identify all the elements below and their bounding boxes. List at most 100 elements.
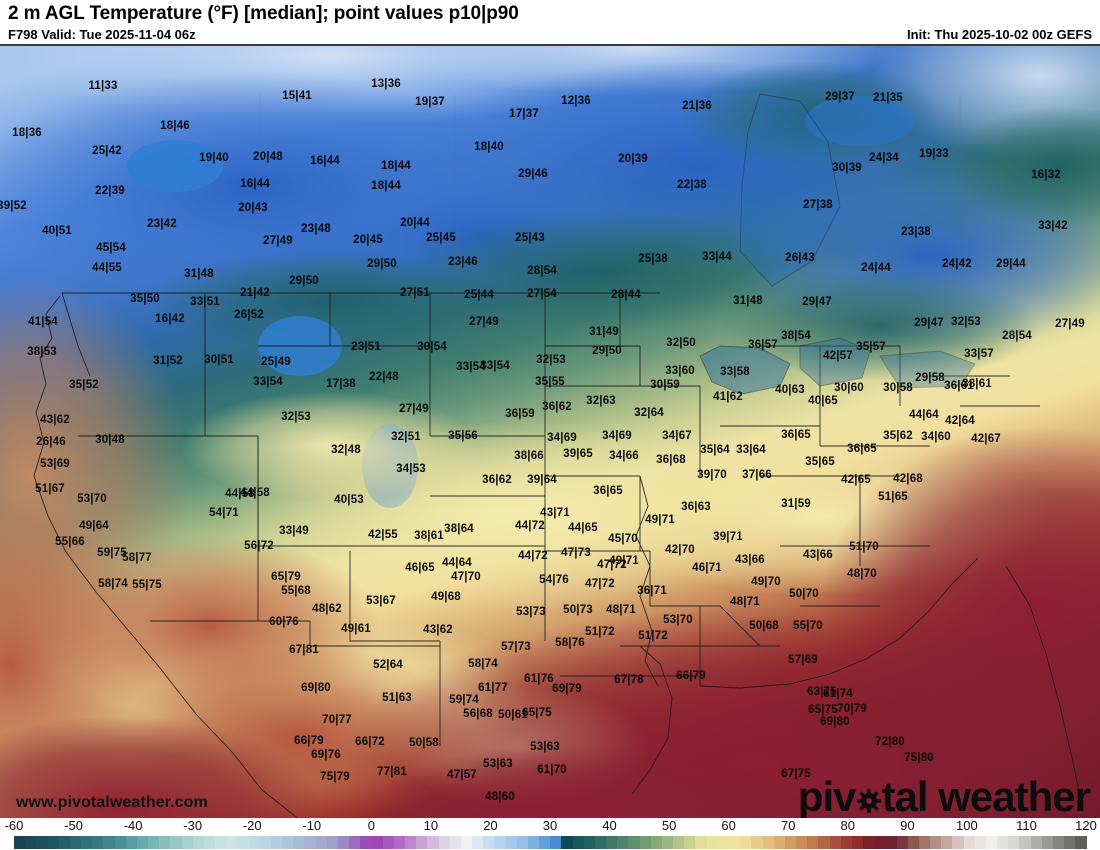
point-value-label: 50|58 [409,737,439,749]
map-canvas[interactable]: 11|33 15|41 13|36 19|37 17|37 12|36 21|36 29|37… [0,44,1100,820]
point-value-label: 33|42 [1038,220,1068,232]
point-value-label: 25|49 [261,356,291,368]
point-value-label: 28|54 [527,265,557,277]
point-value-label: 29|50 [367,258,397,270]
point-value-label: 12|36 [561,95,591,107]
colorbar-segment [684,836,696,849]
point-value-label: 69|79 [552,683,582,695]
point-value-label: 47|70 [451,571,481,583]
point-value-label: 75|80 [904,752,934,764]
colorbar-segment [650,836,662,849]
point-value-label: 44|72 [518,550,548,562]
colorbar-segment [539,836,551,849]
point-value-label: 32|63 [586,395,616,407]
point-value-label: 58|74 [98,578,128,590]
point-value-label: 32|50 [666,337,696,349]
point-value-label: 18|36 [12,127,42,139]
point-value-label: 32|53 [536,354,566,366]
point-value-label: 35|64 [700,444,730,456]
point-value-label: 32|53 [281,411,311,423]
point-value-label: 51|63 [382,692,412,704]
point-value-label: 23|38 [901,226,931,238]
point-value-label: 42|68 [893,473,923,485]
point-value-label: 32|53 [951,316,981,328]
colorbar-segment [69,836,82,849]
point-value-label: 29|58 [915,372,945,384]
header-bar: 2 m AGL Temperature (°F) [median]; point… [0,0,1100,48]
colorbar[interactable]: -60 -50 -40 -30 -20 -10 0 10 20 30 40 50 60 70 80 90 100… [0,818,1100,850]
point-value-label: 48|70 [847,568,877,580]
colorbar-segment [952,836,964,849]
colorbar-segment [25,836,37,849]
point-value-label: 40|53 [334,494,364,506]
colorbar-segment [248,836,260,849]
point-value-label: 53|63 [530,741,560,753]
colorbar-segment [527,836,540,849]
colorbar-segment [941,836,953,849]
point-value-label: 46|71 [692,562,722,574]
colorbar-segment [918,836,931,849]
colorbar-segment [717,836,729,849]
colorbar-segment [617,836,629,849]
point-value-label: 19|40 [199,152,229,164]
point-value-label: 30|59 [650,379,680,391]
colorbar-segment [840,836,852,849]
point-value-label: 36|57 [748,339,778,351]
point-value-label: 50|73 [563,604,593,616]
point-value-label: 30|60 [834,382,864,394]
point-value-label: 77|81 [377,766,407,778]
point-value-label: 65|75 [808,704,838,716]
point-value-label: 63|75 [807,686,837,698]
point-value-label: 43|66 [803,549,833,561]
point-value-label: 30|48 [95,434,125,446]
point-value-label: 24|44 [861,262,891,274]
point-value-label: 23|51 [351,341,381,353]
point-value-label: 51|70 [849,541,879,553]
point-value-label: 56|68 [463,708,493,720]
colorbar-segment [885,836,897,849]
point-value-label: 34|66 [609,450,639,462]
point-value-label: 57|73 [501,641,531,653]
point-value-label: 13|36 [371,78,401,90]
point-value-label: 39|52 [0,200,27,212]
point-value-label: 25|45 [426,232,456,244]
point-value-label: 65|75 [522,707,552,719]
colorbar-segment [829,836,841,849]
colorbar-segment [1052,836,1065,849]
point-value-label: 44|64 [909,409,939,421]
colorbar-segment [740,836,752,849]
point-value-label: 61|70 [537,764,567,776]
colorbar-segment [114,836,126,849]
point-value-label: 54|71 [209,507,239,519]
point-value-label: 58|76 [555,637,585,649]
colorbar-segment [304,836,316,849]
colorbar-tick: -20 [242,818,262,833]
colorbar-segment [628,836,640,849]
point-value-label: 33|51 [190,296,220,308]
point-value-label: 67|75 [781,768,811,780]
point-value-label: 35|52 [69,379,99,391]
colorbar-segment [1075,836,1087,849]
point-value-label: 19|37 [415,96,445,108]
colorbar-segment [863,836,875,849]
colorbar-segment [360,836,372,849]
colorbar-tick: 80 [840,818,855,833]
colorbar-segment [181,836,193,849]
point-value-label: 33|54 [480,360,510,372]
point-value-label: 49|64 [79,520,109,532]
point-value-label: 45|70 [608,533,638,545]
point-value-label: 53|73 [516,606,546,618]
colorbar-segment [427,836,439,849]
point-value-label: 35|65 [805,456,835,468]
point-value-label: 40|51 [42,225,72,237]
colorbar-segment [81,836,93,849]
colorbar-gradient [14,836,1087,849]
colorbar-tick: -60 [4,818,24,833]
colorbar-segment [494,836,506,849]
point-value-label: 59|75 [97,547,127,559]
colorbar-tick: -40 [123,818,143,833]
colorbar-segment [963,836,975,849]
point-value-label: 58|77 [122,552,152,564]
point-value-label: 44|58 [225,488,255,500]
point-value-label: 16|44 [240,178,270,190]
